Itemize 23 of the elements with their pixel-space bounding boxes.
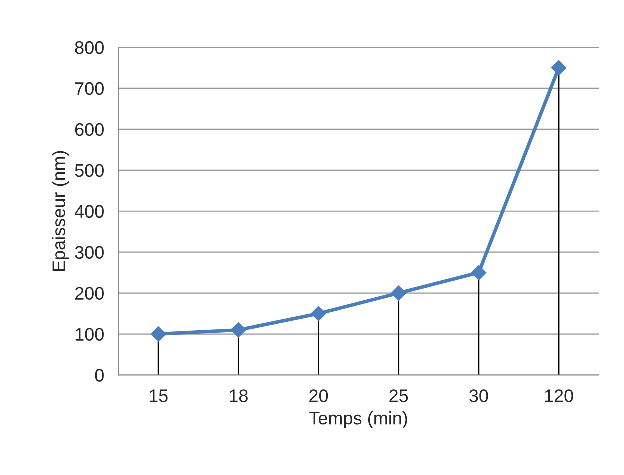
x-tick-label: 18 [230, 390, 248, 402]
y-tick-label: 800 [75, 41, 104, 54]
x-axis-title: Temps (min) [310, 412, 408, 428]
y-tick-label: 300 [75, 246, 104, 260]
x-tick-label: 120 [545, 390, 574, 402]
y-tick-label: 600 [75, 123, 104, 136]
y-tick-label: 500 [75, 164, 104, 178]
y-tick-label: 100 [76, 328, 104, 341]
point [311, 306, 326, 322]
y-tick-label: 400 [74, 205, 104, 218]
y-tick-label: 200 [75, 287, 104, 300]
y-tick-label: 0 [95, 369, 104, 382]
point [471, 265, 486, 280]
x-tick-label: 30 [470, 390, 488, 402]
x-tick-label: 15 [150, 390, 168, 402]
y-tick-label: 700 [75, 82, 104, 96]
point [551, 60, 567, 76]
y-axis-title: Epaisseur (nm) [52, 151, 69, 272]
x-tick-label: 20 [310, 390, 328, 402]
point [151, 326, 166, 342]
point [391, 286, 406, 301]
point [231, 322, 246, 338]
x-tick-label: 25 [390, 390, 408, 402]
